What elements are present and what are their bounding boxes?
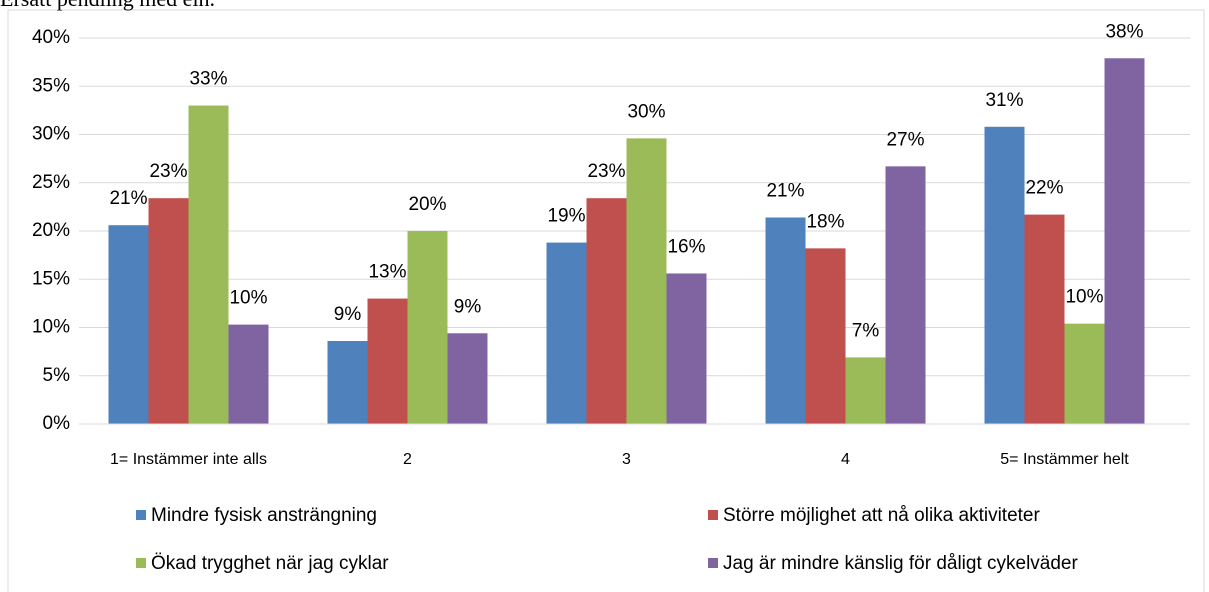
x-tick-label: 4 [841,451,850,468]
bar [367,298,408,424]
y-tick-label: 40% [32,27,70,48]
y-tick-label: 30% [32,124,70,145]
y-tick-label: 10% [32,317,70,338]
data-label: 21% [766,181,804,202]
y-tick-label: 15% [32,268,70,289]
bar [885,166,926,424]
bar [1024,214,1065,424]
legend-swatch [708,510,718,520]
data-label: 16% [667,236,705,257]
bar [546,242,587,424]
x-tick-label: 1= Instämmer inte alls [110,451,267,468]
data-label: 18% [806,211,844,232]
bar [108,225,149,424]
y-tick-label: 35% [32,75,70,96]
bar [586,198,627,424]
data-label: 9% [334,304,362,325]
bar [626,138,667,425]
data-label: 9% [454,296,482,317]
legend-swatch [136,558,146,568]
data-label: 27% [886,129,924,150]
bar [447,333,488,424]
data-label: 23% [587,161,625,182]
data-label: 10% [1065,287,1103,308]
chart-title: Ersatt pendling med elh. [0,0,215,11]
data-label: 31% [985,90,1023,111]
data-label: 22% [1025,178,1063,199]
x-tick-label: 3 [622,451,631,468]
data-label: 21% [109,188,147,209]
legend-swatch [708,558,718,568]
bar [148,198,189,424]
legend-label: Mindre fysisk ansträngning [151,505,377,526]
data-label: 19% [547,206,585,227]
data-label: 20% [408,194,446,215]
bar [666,273,707,424]
x-tick-label: 5= Instämmer helt [1000,451,1129,468]
data-label: 10% [229,288,267,309]
bar [1104,58,1145,424]
data-label: 7% [852,320,880,341]
bar [805,248,846,424]
data-label: 38% [1105,21,1143,42]
data-label: 33% [189,69,227,90]
y-tick-label: 0% [43,413,71,434]
y-tick-label: 20% [32,220,70,241]
legend-swatch [136,510,146,520]
legend-label: Jag är mindre känslig för dåligt cykelvä… [723,553,1079,574]
bar [327,341,368,424]
bar [984,126,1025,424]
bar [188,105,229,425]
y-tick-label: 25% [32,172,70,193]
bar [845,357,886,424]
data-label: 13% [368,262,406,283]
data-label: 30% [627,101,665,122]
x-tick-label: 2 [403,451,412,468]
data-label: 23% [149,161,187,182]
legend-label: Ökad trygghet när jag cyklar [151,553,389,574]
legend-label: Större möjlighet att nå olika aktivitete… [723,505,1040,526]
bar [1064,323,1105,424]
bar [228,324,269,424]
bar [765,217,806,424]
bar [407,231,448,424]
y-tick-label: 5% [43,365,71,386]
